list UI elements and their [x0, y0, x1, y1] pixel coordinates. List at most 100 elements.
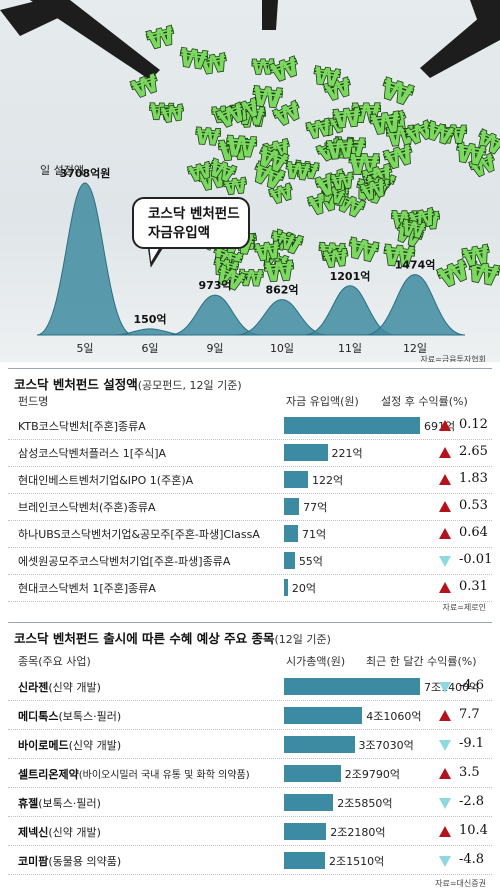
won-coin-icon: ₩ — [332, 102, 363, 134]
return-value: 0.53 — [459, 498, 488, 513]
won-coin-icon: ₩ — [377, 71, 417, 112]
value-bar — [284, 417, 420, 434]
up-triangle-icon — [439, 447, 451, 458]
return-value: -4.8 — [459, 852, 485, 867]
stock-row: 휴젤(보톡스·필러) 2조5850억 -2.8 — [8, 789, 492, 817]
value-label: 2조9790억 — [344, 768, 400, 781]
value-label: 55억 — [298, 555, 323, 568]
row-name: 에셋원공모주코스닥벤처기업[주혼-파생]종류A — [18, 555, 231, 568]
section-rule — [8, 368, 492, 369]
up-triangle-icon — [439, 528, 451, 539]
stock-row: 신라젠(신약 개발) 7조1400억 -4.6 — [8, 673, 492, 701]
value-bar — [284, 736, 355, 753]
hump-date-label: 6일 — [141, 341, 158, 355]
hump-date-label: 5일 — [76, 341, 93, 355]
row-name: 메디톡스(보톡스·필러) — [18, 708, 121, 724]
won-coin-icon: ₩ — [363, 171, 391, 200]
hump-value-label: 150억 — [133, 313, 166, 326]
won-coin-pile: ₩₩₩₩₩₩₩₩ ₩₩₩₩₩₩₩₩₩₩ ₩₩₩ ₩₩₩₩₩₩₩₩₩₩₩₩₩ ₩₩₩₩₩₩… — [128, 20, 500, 298]
value-label: 2조5850억 — [337, 797, 393, 810]
won-coin-icon: ₩ — [211, 254, 240, 283]
stock-table-subtitle: (12일 기준) — [274, 633, 331, 646]
row-name: 삼성코스닥벤처플러스 1[주식]A — [18, 447, 167, 460]
return-value: 0.64 — [459, 525, 488, 540]
value-bar — [284, 823, 327, 840]
fund-row: 삼성코스닥벤처플러스 1[주식]A 221억 2.65 — [8, 439, 492, 467]
value-bar — [284, 707, 363, 724]
won-coin-icon: ₩ — [318, 238, 345, 267]
won-coin-icon: ₩ — [211, 102, 236, 128]
value-bar — [284, 525, 298, 542]
hump-value-label: 862억 — [265, 284, 298, 297]
row-name: 휴젤(보톡스·필러) — [18, 795, 101, 811]
up-triangle-icon — [439, 582, 451, 593]
stock-business: (신약 개발) — [68, 739, 122, 752]
speech-bubble: 코스닥 벤처펀드 자금유입액 — [132, 197, 250, 249]
fund-row: 브레인코스닥벤처(주혼)종류A 77억 0.53 — [8, 493, 492, 521]
hump-date-label: 10일 — [270, 341, 294, 355]
return-value: 0.12 — [459, 417, 488, 432]
row-name: KTB코스닥벤처[주혼]종류A — [18, 420, 146, 433]
won-coin-icon: ₩ — [223, 173, 249, 199]
stock-table-title-row: 코스닥 벤처펀드 출시에 따른 수혜 예상 주요 종목(12일 기준) — [14, 628, 331, 647]
value-bar — [284, 678, 420, 695]
won-coin-icon: ₩ — [293, 157, 320, 185]
down-triangle-icon — [439, 682, 451, 693]
value-label: 3조7030억 — [358, 739, 414, 752]
value-bar — [284, 765, 341, 782]
won-coin-icon: ₩ — [264, 256, 295, 289]
won-coin-icon: ₩ — [284, 159, 311, 187]
down-triangle-icon — [439, 556, 451, 567]
hump-3 — [168, 294, 262, 336]
stock-col-name: 종목(주요 사업) — [18, 655, 91, 668]
won-coin-icon: ₩ — [237, 101, 266, 132]
won-coin-icon: ₩ — [252, 55, 274, 79]
won-coin-icon: ₩ — [254, 238, 282, 267]
value-label: 2조1510억 — [328, 855, 385, 868]
tweezers-icon — [0, 0, 500, 80]
return-value: 3.5 — [459, 765, 480, 780]
fund-col-return: 설정 후 수익률(%) — [381, 395, 468, 408]
won-coin-icon: ₩ — [382, 238, 416, 274]
inflow-area-chart: ₩₩₩₩₩₩₩₩ ₩₩₩₩₩₩₩₩₩₩ ₩₩₩ ₩₩₩₩₩₩₩₩₩₩₩₩₩ ₩₩₩₩₩₩… — [0, 0, 500, 355]
fund-col-name: 펀드명 — [18, 395, 49, 408]
stock-name: 제넥신 — [18, 826, 49, 839]
value-bar — [284, 444, 328, 461]
fund-table-title: 코스닥 벤처펀드 설정액 — [14, 377, 138, 392]
bubble-line1: 코스닥 벤처펀드 — [148, 206, 240, 222]
fund-source: 자료=제로인 — [442, 603, 486, 612]
down-triangle-icon — [439, 798, 451, 809]
fund-table-title-row: 코스닥 벤처펀드 설정액(공모펀드, 12일 기준) — [14, 374, 242, 393]
hump-value-label: 1474억 — [395, 259, 436, 272]
won-coin-icon: ₩ — [149, 100, 174, 125]
stock-business: (보톡스·필러) — [58, 710, 122, 723]
return-value: 7.7 — [459, 707, 480, 722]
hump-date-label: 9일 — [206, 341, 223, 355]
stock-col-return: 최근 한 달간 수익률(%) — [366, 655, 477, 668]
row-name: 바이로메드(신약 개발) — [18, 737, 121, 753]
hump-value-label: 973억 — [198, 279, 231, 292]
value-label: 7조1400억 — [424, 681, 480, 694]
fund-table-subtitle: (공모펀드, 12일 기준) — [137, 379, 242, 392]
hump-date-label: 11일 — [338, 341, 362, 355]
hump-4 — [235, 299, 329, 336]
stock-name: 코미팜 — [18, 855, 49, 868]
hump-value-label: 1201억 — [330, 270, 371, 283]
value-label: 4조1060억 — [366, 710, 422, 723]
stock-business: (보톡스·필러) — [38, 797, 101, 810]
stock-business: (신약 개발) — [48, 826, 101, 839]
fund-row: 현대인베스트벤처기업&IPO 1(주혼)A 122억 1.83 — [8, 466, 492, 494]
row-name: 코미팜(동물용 의약품) — [18, 853, 121, 869]
up-triangle-icon — [439, 768, 451, 779]
row-name: 제넥신(신약 개발) — [18, 824, 101, 840]
won-coin-icon: ₩ — [345, 233, 380, 270]
row-name: 하나UBS코스닥벤처기업&공모주[주혼-파생]ClassA — [18, 528, 260, 541]
row-name: 현대코스닥벤처 1[주혼]종류A — [18, 582, 156, 595]
value-bar — [284, 794, 334, 811]
hero-illustration: ₩ ₩ ₩ ₩ ₩ ₩ ₩ ₩ ₩ ₩ ₩ ₩ ₩ ₩ ₩ ₩ ₩ ₩ ₩ ₩ ₩ ₩ ₩ ₩ ₩ ₩ ₩ ₩ ₩ ₩ ₩ ₩ ₩ ₩ ₩ ₩ ₩ ₩ ₩ ₩… — [0, 0, 500, 362]
stock-row: 셀트리온제약(바이오시밀러 국내 유통 및 화학 의약품) 2조9790억 3.5 — [8, 760, 492, 788]
up-triangle-icon — [439, 420, 451, 431]
fund-table: 코스닥 벤처펀드 설정액(공모펀드, 12일 기준) 펀드명 자금 유입액(원)… — [0, 374, 500, 614]
won-coin-icon: ₩ — [391, 207, 417, 234]
